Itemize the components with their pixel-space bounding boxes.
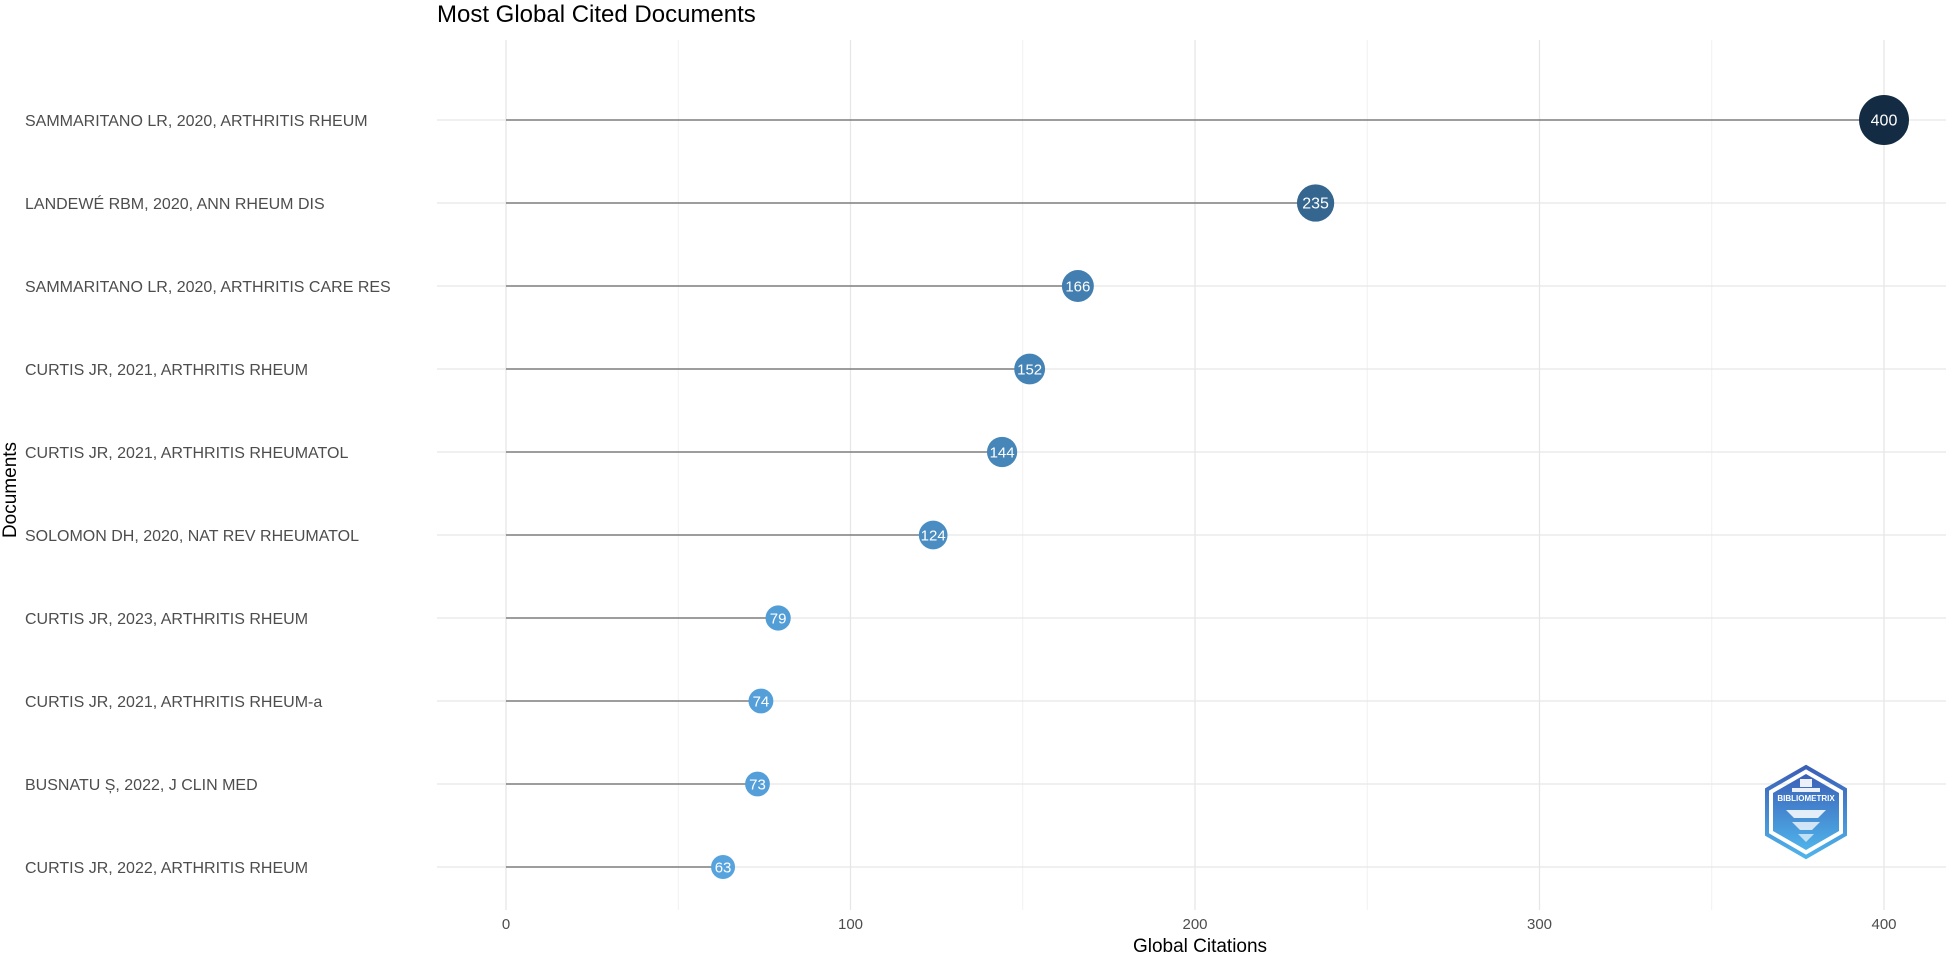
- category-label: CURTIS JR, 2023, ARTHRITIS RHEUM: [25, 611, 308, 628]
- data-label: 152: [1017, 362, 1042, 379]
- chart-title: Most Global Cited Documents: [437, 1, 756, 28]
- x-tick-label: 200: [1182, 916, 1207, 933]
- category-label: CURTIS JR, 2021, ARTHRITIS RHEUM: [25, 362, 308, 379]
- data-label: 79: [770, 611, 787, 628]
- x-tick-label: 400: [1871, 916, 1896, 933]
- lollipop-dot: [765, 605, 791, 631]
- lollipop-dot: [711, 855, 736, 879]
- data-label: 74: [753, 694, 770, 711]
- logo-text: BIBLIOMETRIX: [1777, 794, 1835, 803]
- data-label: 124: [921, 528, 946, 545]
- category-label: LANDEWÉ RBM, 2020, ANN RHEUM DIS: [25, 194, 325, 213]
- category-label: SAMMARITANO LR, 2020, ARTHRITIS RHEUM: [25, 113, 368, 130]
- category-labels: SAMMARITANO LR, 2020, ARTHRITIS RHEUM LAN…: [25, 113, 391, 877]
- category-label: SOLOMON DH, 2020, NAT REV RHEUMATOL: [25, 528, 359, 545]
- lollipop-dot: [1859, 95, 1909, 145]
- data-label: 73: [749, 777, 766, 794]
- category-label: CURTIS JR, 2021, ARTHRITIS RHEUM-a: [25, 694, 322, 711]
- x-tick-label: 0: [502, 916, 510, 933]
- category-label: CURTIS JR, 2022, ARTHRITIS RHEUM: [25, 860, 308, 877]
- category-label: CURTIS JR, 2021, ARTHRITIS RHEUMATOL: [25, 445, 348, 462]
- bibliometrix-logo: BIBLIOMETRIX: [1765, 764, 1847, 860]
- data-label: 166: [1065, 279, 1090, 296]
- data-label: 235: [1302, 196, 1329, 213]
- x-axis-title: Global Citations: [1133, 936, 1267, 957]
- lollipop-stems: [506, 119, 1884, 868]
- y-axis-title: Documents: [0, 442, 21, 538]
- lollipop-dots: 400 235 166 152 144 124 79 74 73 63: [711, 95, 1909, 879]
- lollipop-dot: [918, 520, 948, 550]
- lollipop-dot: [745, 771, 770, 797]
- lollipop-dot: [1296, 184, 1335, 222]
- data-label: 63: [715, 860, 732, 877]
- lollipop-dot: [986, 436, 1018, 468]
- grid-lines: [437, 40, 1946, 910]
- x-tick-label: 100: [838, 916, 863, 933]
- x-tick-label: 300: [1527, 916, 1552, 933]
- category-label: SAMMARITANO LR, 2020, ARTHRITIS CARE RES: [25, 279, 391, 296]
- lollipop-dot: [1061, 270, 1094, 302]
- lollipop-dot: [748, 688, 774, 714]
- category-label: BUSNATU Ș, 2022, J CLIN MED: [25, 777, 258, 794]
- x-tick-labels: 0 100 200 300 400: [502, 916, 1897, 933]
- data-label: 144: [990, 445, 1015, 462]
- lollipop-dot: [1014, 353, 1046, 385]
- data-label: 400: [1871, 113, 1898, 130]
